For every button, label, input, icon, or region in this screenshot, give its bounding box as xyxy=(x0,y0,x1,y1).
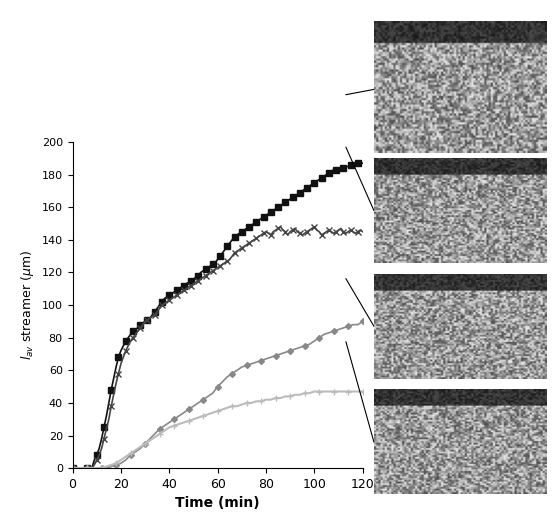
X-axis label: Time (min): Time (min) xyxy=(175,497,260,510)
Y-axis label: $l_{av}$ streamer ($\mu$m): $l_{av}$ streamer ($\mu$m) xyxy=(19,250,36,360)
